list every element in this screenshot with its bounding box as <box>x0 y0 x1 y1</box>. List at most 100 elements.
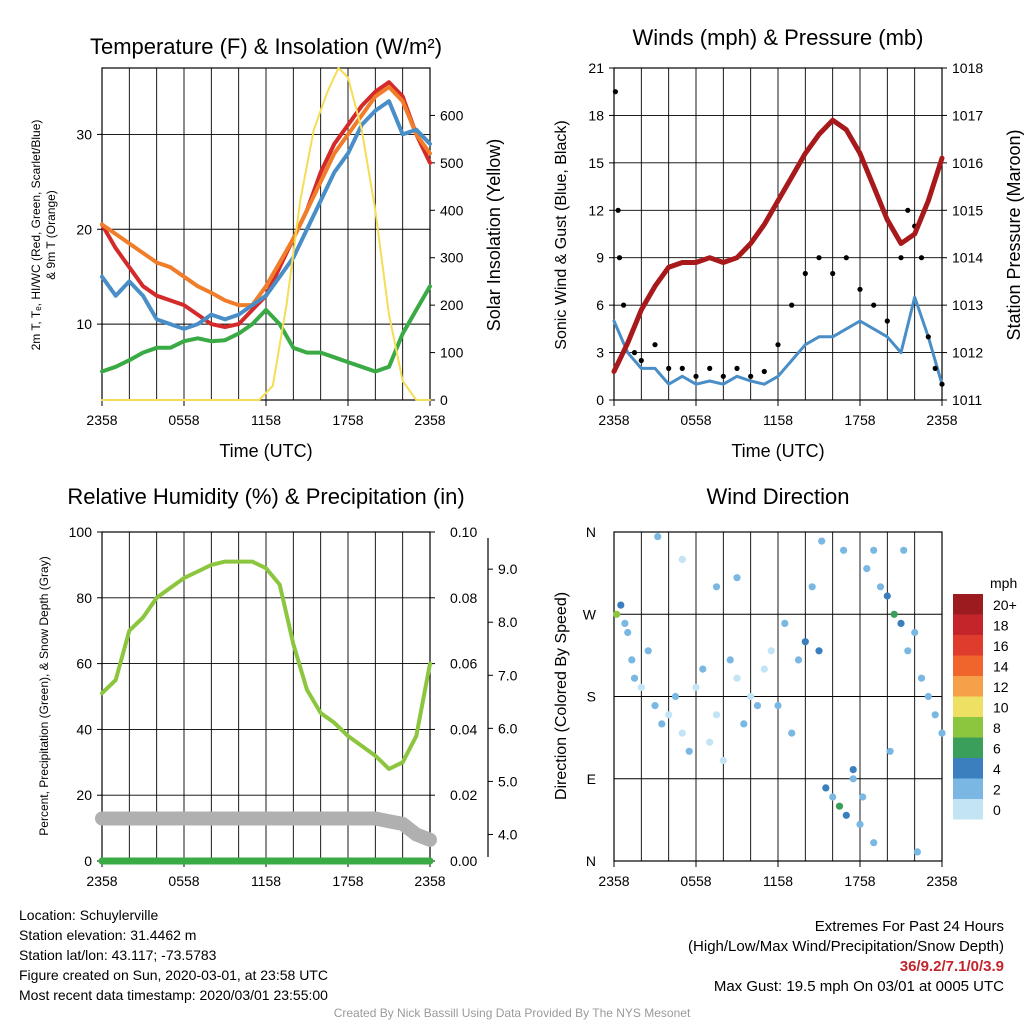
humidity-left-tick-label: 0 <box>84 853 92 869</box>
wind-direction-tick-label: S <box>587 689 596 705</box>
legend-swatch <box>953 635 983 656</box>
gust-point <box>679 365 685 371</box>
wind-direction-point <box>924 692 932 701</box>
gust-point <box>616 255 623 261</box>
wind-direction-point <box>904 647 912 655</box>
wind-direction-point <box>712 583 721 591</box>
insolation-y-axis-label: Solar Insolation (Yellow) <box>484 139 504 331</box>
wind-direction-point <box>654 533 662 541</box>
wind-direction-point <box>794 656 803 664</box>
gust-point <box>615 207 621 213</box>
legend-swatch <box>953 799 983 820</box>
gust-point <box>925 334 931 340</box>
wind-direction-y-axis-label: Direction (Colored By Speed) <box>553 592 570 800</box>
wind-direction-point <box>801 638 809 646</box>
insolation-right-tick-label: 300 <box>440 250 464 266</box>
gust-point <box>918 255 925 261</box>
wind-direction-point <box>818 537 826 545</box>
gust-point <box>621 302 627 308</box>
wind-direction-point <box>671 692 680 701</box>
insolation-right-tick-label: 600 <box>440 107 464 123</box>
wind-direction-point <box>685 747 693 755</box>
wind-direction-point <box>842 811 850 819</box>
humidity-series-snow_gray <box>95 811 437 847</box>
wind-direction-point <box>613 610 621 618</box>
pressure-right-tick-label: 1017 <box>952 107 983 123</box>
temperature-x-tick-label: 2358 <box>414 412 445 428</box>
temperature-chart-title: Temperature (F) & Insolation (W/m²) <box>90 34 442 59</box>
legend-label: 0 <box>993 802 1001 818</box>
humidity-x-tick-label: 0558 <box>168 873 199 889</box>
legend-swatch <box>953 594 983 615</box>
winds-left-tick-label: 9 <box>596 250 604 266</box>
wind-direction-point <box>706 738 714 746</box>
legend-label: 6 <box>993 741 1001 757</box>
wind-direction-point <box>699 665 707 673</box>
temperature-left-tick-label: 20 <box>76 221 92 237</box>
insolation-right-tick-label: 200 <box>440 297 464 313</box>
legend-label: 20+ <box>993 597 1017 613</box>
humidity-series-rh_green <box>100 559 432 771</box>
pressure-right-tick-label: 1015 <box>952 202 983 218</box>
winds-x-tick-label: 0558 <box>680 412 711 428</box>
legend-title: mph <box>990 575 1017 591</box>
wind-direction-point <box>644 647 652 655</box>
winds-left-tick-label: 6 <box>596 297 604 313</box>
temperature-x-tick-label: 2358 <box>86 412 117 428</box>
winds-x-tick-label: 2358 <box>598 412 629 428</box>
winds-x-axis-label: Time (UTC) <box>731 441 824 461</box>
pressure-right-tick-label: 1012 <box>952 345 983 361</box>
precipitation-right-tick-label: 0.06 <box>450 656 477 672</box>
wind-direction-point <box>747 692 755 701</box>
snow-depth-tick-label: 4.0 <box>498 826 518 842</box>
temperature-series-blue <box>100 99 432 331</box>
wind-direction-point <box>938 729 946 737</box>
wind-direction-point <box>900 546 908 554</box>
wind-direction-point <box>733 674 741 682</box>
winds-x-tick-label: 1758 <box>844 412 875 428</box>
wind-direction-point <box>617 601 625 609</box>
wind-direction-point <box>815 647 823 655</box>
wind-direction-point <box>740 720 748 728</box>
extremes-subtitle: (High/Low/Max Wind/Precipitation/Snow De… <box>688 938 1004 955</box>
humidity-panel: Relative Humidity (%) & Precipitation (i… <box>37 484 518 889</box>
humidity-chart-title: Relative Humidity (%) & Precipitation (i… <box>67 484 464 509</box>
wind-direction-point <box>760 665 768 673</box>
insolation-right-tick-label: 100 <box>440 345 464 361</box>
wind-direction-x-tick-label: 0558 <box>680 873 711 889</box>
gust-point <box>775 342 781 348</box>
station-info: Location: Schuylerville Station elevatio… <box>19 905 328 1005</box>
winds-series-maroon <box>611 117 945 374</box>
station-elevation: Station elevation: 31.4462 m <box>19 927 197 943</box>
gust-point <box>707 365 713 371</box>
gust-point <box>734 365 740 371</box>
wind-direction-point <box>897 619 905 628</box>
wind-direction-point <box>621 619 629 628</box>
legend-label: 2 <box>993 782 1001 798</box>
gust-point <box>884 318 890 324</box>
wind-direction-point <box>835 802 844 810</box>
wind-direction-point <box>859 793 867 801</box>
wind-direction-chart-title: Wind Direction <box>706 484 849 509</box>
pressure-right-tick-label: 1016 <box>952 155 983 171</box>
max-gust: Max Gust: 19.5 mph On 03/01 at 0005 UTC <box>713 978 1004 995</box>
gust-point <box>693 373 699 379</box>
gust-point <box>939 381 945 387</box>
wind-direction-point <box>822 784 830 792</box>
winds-x-tick-label: 2358 <box>926 412 957 428</box>
gust-point <box>720 373 726 379</box>
wind-direction-point <box>883 592 891 600</box>
temperature-x-tick-label: 0558 <box>168 412 199 428</box>
snow-depth-tick-label: 7.0 <box>498 667 518 683</box>
legend-swatch <box>953 655 983 676</box>
pressure-right-tick-label: 1011 <box>952 392 982 408</box>
wind-direction-point <box>849 766 857 774</box>
winds-series-blue <box>612 295 944 386</box>
extremes-info: Extremes For Past 24 Hours (High/Low/Max… <box>688 917 1004 997</box>
gust-point <box>666 365 672 371</box>
legend-label: 8 <box>993 720 1001 736</box>
credit-line: Created By Nick Bassill Using Data Provi… <box>333 1006 691 1020</box>
precipitation-right-tick-label: 0.02 <box>450 787 477 803</box>
recent-timestamp: Most recent data timestamp: 2020/03/01 2… <box>19 987 328 1003</box>
winds-x-tick-label: 1158 <box>763 412 793 428</box>
